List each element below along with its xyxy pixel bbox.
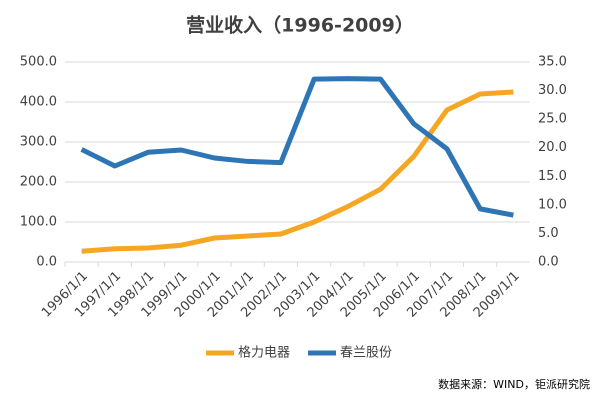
y2-tick-label: 35.0	[538, 55, 567, 70]
y-tick-label: 300.0	[20, 135, 57, 150]
legend-label: 春兰股份	[340, 346, 392, 361]
series-line	[81, 89, 514, 254]
y-tick-label: 100.0	[20, 215, 57, 230]
y2-tick-label: 5.0	[538, 226, 559, 241]
y2-tick-label: 20.0	[538, 140, 567, 155]
y-tick-label: 400.0	[20, 95, 57, 110]
y2-tick-label: 10.0	[538, 197, 567, 212]
chart-title: 营业收入（1996-2009）	[186, 14, 414, 37]
y-tick-label: 0.0	[36, 255, 57, 270]
y-tick-label: 500.0	[20, 55, 57, 70]
series-line	[80, 76, 514, 218]
y-tick-label: 200.0	[20, 175, 57, 190]
y2-tick-label: 25.0	[538, 112, 567, 127]
y2-tick-label: 0.0	[538, 255, 559, 270]
source-note: 数据来源：WIND，钜派研究院	[438, 377, 590, 391]
y2-tick-label: 30.0	[538, 83, 567, 98]
y2-tick-label: 15.0	[538, 169, 567, 184]
legend-label: 格力电器	[238, 345, 290, 361]
